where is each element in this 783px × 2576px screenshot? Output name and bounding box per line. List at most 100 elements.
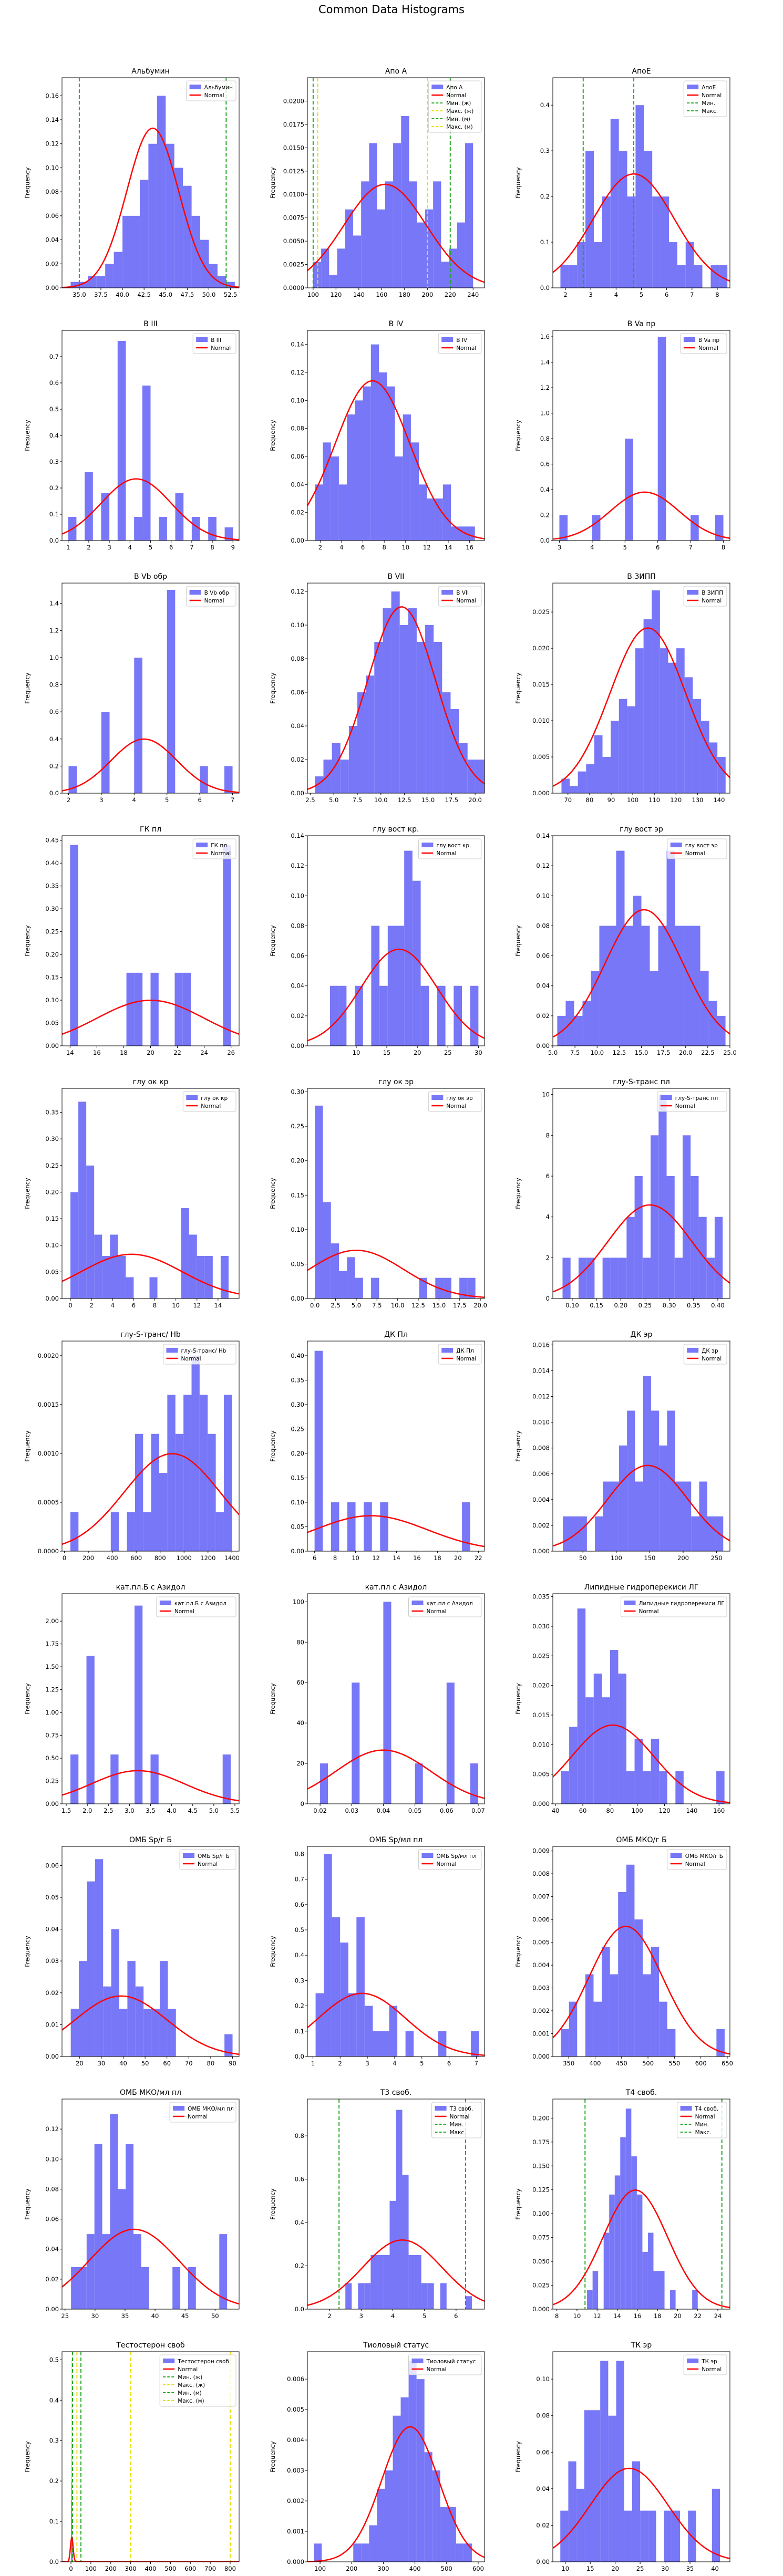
histogram-bar <box>118 2189 126 2309</box>
x-tick-label: 10 <box>401 544 409 551</box>
x-tick-label: 12.5 <box>411 1302 425 1309</box>
x-tick-label: 100 <box>611 1554 622 1562</box>
y-tick-label: 0.2 <box>49 2477 59 2485</box>
legend-label: Т3 своб. <box>449 2106 473 2112</box>
plot-frame <box>61 1846 240 2057</box>
histogram-bar <box>634 1919 643 2056</box>
histogram-bar <box>599 926 608 1046</box>
y-tick-label: 0.6 <box>295 1901 304 1908</box>
histogram-bar <box>602 196 611 288</box>
legend: Т4 своб. Normal Мин. Макс. <box>677 2102 727 2138</box>
histogram-bar <box>442 484 451 541</box>
legend-box <box>408 1596 482 1617</box>
x-tick-label: 8 <box>722 544 725 551</box>
histogram-bar <box>600 2361 609 2562</box>
y-tick-label: 0.35 <box>45 1109 59 1116</box>
histogram-bar <box>424 2452 432 2562</box>
x-tick-label: 40 <box>711 2565 719 2572</box>
histogram-bar <box>651 1135 659 1299</box>
legend-swatch-bar <box>670 1853 682 1858</box>
y-tick-label: 0.40 <box>45 859 59 867</box>
x-tick-label: 0.40 <box>711 1302 725 1309</box>
x-tick-label: 10 <box>573 2312 581 2320</box>
x-tick-label: 2 <box>67 796 70 804</box>
histogram-panel: 0 2 4 6 8 10 12 14 0.00 0.05 0.10 0.15 0.20 0.25 0.30 0… <box>24 1078 240 1309</box>
histogram-bar <box>624 926 633 1046</box>
y-axis-label: Frequency <box>514 1936 522 1967</box>
y-tick-label: 0.25 <box>45 928 59 936</box>
x-tick-label: 220 <box>445 291 456 298</box>
histogram-bar <box>70 1754 79 1804</box>
histogram-bar <box>624 2510 632 2562</box>
x-tick-label: 40.0 <box>116 291 129 298</box>
y-tick-label: 0.0020 <box>38 1352 59 1359</box>
histogram-bar <box>313 262 322 288</box>
histogram-bar <box>675 1771 684 1804</box>
histogram-bar <box>633 896 642 1046</box>
x-tick-label: 3 <box>589 291 593 298</box>
histogram-bar <box>385 2470 393 2562</box>
legend-label: Normal <box>456 1356 476 1362</box>
y-tick-label: 0.00 <box>536 1042 550 1050</box>
x-tick-label: 3 <box>99 796 103 804</box>
legend-label: B III <box>211 337 221 344</box>
panel-title: ДК эр <box>631 1331 653 1339</box>
y-tick-label: 0.00 <box>45 284 59 292</box>
y-tick-label: 10 <box>542 1091 550 1098</box>
histogram-panel: 2.5 5.0 7.5 10.0 12.5 15.0 17.5 20.0 0.00 0.02 0.0… <box>269 573 485 804</box>
normal-curve <box>553 1464 730 1547</box>
normal-curve <box>62 2228 239 2305</box>
histogram-bar <box>159 517 167 541</box>
y-tick-label: 0.16 <box>45 92 59 99</box>
x-tick-label: 100 <box>85 2565 97 2572</box>
y-tick-label: 0.00 <box>291 537 304 544</box>
histogram-bar <box>175 493 184 541</box>
normal-curve <box>62 1770 239 1802</box>
y-tick-label: 0.5 <box>49 406 59 413</box>
histogram-bar <box>114 252 123 288</box>
y-tick-label: 0.10 <box>45 164 59 171</box>
y-tick-label: 0.175 <box>532 2138 550 2146</box>
y-axis-label: Frequency <box>24 167 31 199</box>
histogram-bar <box>85 472 93 541</box>
panel-title: кат.пл с Азидол <box>365 1583 427 1592</box>
histogram-bar <box>700 971 709 1046</box>
histogram-bar <box>595 1516 603 1551</box>
histogram-bar <box>364 2283 371 2309</box>
x-tick-label: 12.5 <box>398 796 411 804</box>
histogram-bar <box>471 2031 479 2056</box>
histogram-bar <box>393 2415 401 2562</box>
x-tick-label: 14 <box>445 544 452 551</box>
y-tick-label: 0.02 <box>45 2276 59 2283</box>
x-tick-label: 5.0 <box>209 1807 219 1814</box>
x-tick-label: 12.5 <box>613 1049 626 1056</box>
histogram-bar <box>570 786 578 793</box>
legend-box <box>683 80 727 117</box>
histogram-bar <box>101 493 110 541</box>
y-tick-label: 0.02 <box>291 509 304 516</box>
plot-frame <box>61 1088 240 1299</box>
x-tick-label: 4 <box>132 796 136 804</box>
x-tick-label: 5.0 <box>329 796 338 804</box>
y-tick-label: 0.004 <box>532 1961 550 1969</box>
legend-swatch-bar <box>183 1853 194 1858</box>
histogram-bar <box>377 209 385 288</box>
y-tick-label: 0.04 <box>291 982 304 990</box>
histogram-panel: 2 4 6 8 10 12 14 16 0.00 0.02 0.04 0.06 0.08 0.10 0.12… <box>269 320 485 551</box>
y-axis-label: Frequency <box>269 1430 276 1462</box>
y-axis-label: Frequency <box>269 925 276 957</box>
histogram-bar <box>331 1502 339 1551</box>
histogram-bar <box>223 845 231 1046</box>
histogram-bar <box>391 591 400 793</box>
legend-label: Апо А <box>446 85 463 91</box>
histogram-panel: 0 100 200 300 400 500 600 700 800 0.0 0.1 0.2 0.3 0.4… <box>24 2341 240 2572</box>
y-axis-label: Frequency <box>269 2188 276 2220</box>
histogram-bar <box>602 1947 610 2056</box>
y-tick-label: 0.1 <box>49 2518 59 2525</box>
legend-label: B IV <box>456 337 468 344</box>
x-tick-label: 4 <box>590 544 594 551</box>
y-tick-label: 0.016 <box>532 1341 550 1348</box>
y-tick-label: 0.000 <box>532 1547 550 1555</box>
histogram-bar <box>110 1234 118 1299</box>
